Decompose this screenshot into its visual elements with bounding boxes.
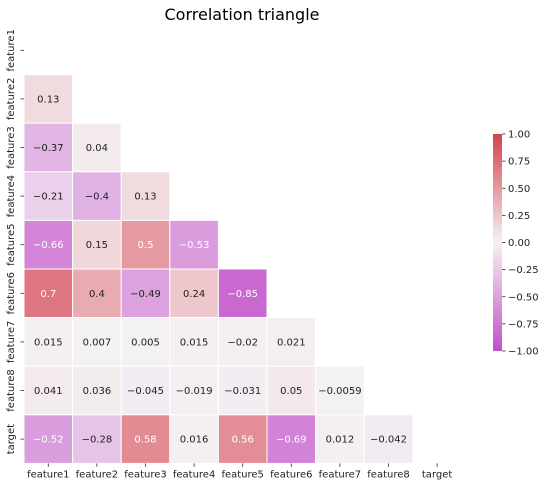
heatmap-cells: 0.13 −0.37 0.04 −0.21 −0.4 0.13 −0.66 0.15 0.5 −0… (24, 75, 413, 464)
colorbar-tick-label: −0.50 (508, 292, 539, 303)
cell-label-feature3-feature2: 0.04 (86, 143, 108, 154)
cell-label-target-feature5: 0.56 (232, 435, 254, 446)
cell-label-feature8-feature4: −0.019 (176, 386, 213, 397)
colorbar-tick-label: 0.00 (508, 238, 530, 249)
x-tick-label-feature6: feature6 (270, 469, 312, 480)
cell-label-feature6-feature1: 0.7 (40, 289, 56, 300)
cell-label-feature7-feature3: 0.005 (131, 337, 160, 348)
colorbar-tick-label: −0.75 (508, 319, 539, 330)
cell-label-feature7-feature4: 0.015 (180, 337, 209, 348)
cell-label-target-feature7: 0.012 (326, 435, 355, 446)
cell-label-feature8-feature5: −0.031 (224, 386, 261, 397)
colorbar-tick-label: −0.25 (508, 265, 539, 276)
x-tick-label-feature4: feature4 (173, 469, 215, 480)
cell-label-feature8-feature1: 0.041 (34, 386, 63, 397)
y-tick-label-feature5: feature5 (6, 223, 17, 265)
x-tick-label-feature7: feature7 (319, 469, 361, 480)
colorbar-tick-label: −1.00 (508, 347, 539, 358)
cell-label-feature7-feature6: 0.021 (277, 337, 306, 348)
y-tick-label-feature6: feature6 (6, 272, 17, 314)
cell-label-feature8-feature6: 0.05 (280, 386, 302, 397)
colorbar-tick-label: 1.00 (508, 130, 530, 141)
y-tick-label-feature4: feature4 (6, 175, 17, 217)
x-axis-tick-labels: feature1 feature2 feature3 feature4 feature5… (27, 463, 452, 480)
cell-label-feature3-feature1: −0.37 (33, 143, 64, 154)
x-tick-label-feature2: feature2 (76, 469, 118, 480)
y-tick-label-feature7: feature7 (6, 321, 17, 363)
y-tick-label-target: target (6, 424, 17, 454)
cell-label-feature6-feature2: 0.4 (89, 289, 105, 300)
x-tick-label-feature8: feature8 (367, 469, 409, 480)
colorbar: 1.00 0.75 0.50 0.25 0.00 −0.25 −0.50 −0.75 −1.00 (493, 130, 539, 358)
cell-label-feature7-feature2: 0.007 (83, 337, 112, 348)
cell-label-feature5-feature2: 0.15 (86, 240, 108, 251)
x-tick-label-feature5: feature5 (221, 469, 263, 480)
cell-label-target-feature1: −0.52 (33, 435, 64, 446)
cell-label-target-feature2: −0.28 (82, 435, 113, 446)
cell-label-feature8-feature2: 0.036 (83, 386, 112, 397)
cell-label-feature8-feature3: −0.045 (127, 386, 164, 397)
cell-label-feature5-feature1: −0.66 (33, 240, 64, 251)
cell-label-feature6-feature3: −0.49 (130, 289, 161, 300)
colorbar-tick-label: 0.25 (508, 211, 530, 222)
colorbar-gradient (493, 134, 502, 351)
cell-label-target-feature6: −0.69 (276, 435, 307, 446)
cell-label-feature2-feature1: 0.13 (37, 94, 59, 105)
cell-label-target-feature8: −0.042 (370, 435, 407, 446)
y-tick-label-feature8: feature8 (6, 369, 17, 411)
x-tick-label-target: target (422, 469, 452, 480)
cell-label-feature4-feature3: 0.13 (134, 192, 156, 203)
cell-label-feature6-feature4: 0.24 (183, 289, 205, 300)
y-tick-label-feature2: feature2 (6, 78, 17, 120)
cell-label-feature4-feature1: −0.21 (33, 192, 64, 203)
x-tick-label-feature1: feature1 (27, 469, 69, 480)
colorbar-tick-label: 0.75 (508, 157, 530, 168)
cell-label-feature6-feature5: −0.85 (227, 289, 258, 300)
y-axis-tick-labels: feature1 feature2 feature3 feature4 feature5… (6, 29, 24, 454)
cell-label-feature7-feature5: −0.02 (227, 337, 258, 348)
cell-label-target-feature4: 0.016 (180, 435, 209, 446)
cell-label-feature5-feature3: 0.5 (138, 240, 154, 251)
cell-label-feature4-feature2: −0.4 (85, 192, 109, 203)
cell-label-feature8-feature7: −0.0059 (318, 386, 361, 397)
chart-title: Correlation triangle (165, 5, 320, 24)
colorbar-tick-label: 0.50 (508, 184, 530, 195)
cell-label-feature5-feature4: −0.53 (179, 240, 210, 251)
y-tick-label-feature3: feature3 (6, 126, 17, 168)
y-tick-label-feature1: feature1 (6, 29, 17, 71)
cell-label-target-feature3: 0.58 (134, 435, 156, 446)
cell-label-feature7-feature1: 0.015 (34, 337, 63, 348)
x-tick-label-feature3: feature3 (124, 469, 166, 480)
